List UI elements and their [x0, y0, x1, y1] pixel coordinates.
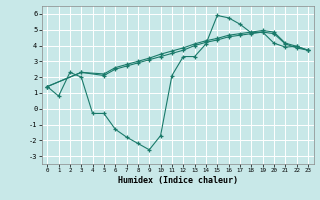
X-axis label: Humidex (Indice chaleur): Humidex (Indice chaleur)	[118, 176, 237, 185]
